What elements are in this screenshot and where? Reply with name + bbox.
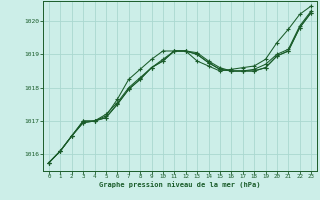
X-axis label: Graphe pression niveau de la mer (hPa): Graphe pression niveau de la mer (hPa) xyxy=(99,182,261,188)
